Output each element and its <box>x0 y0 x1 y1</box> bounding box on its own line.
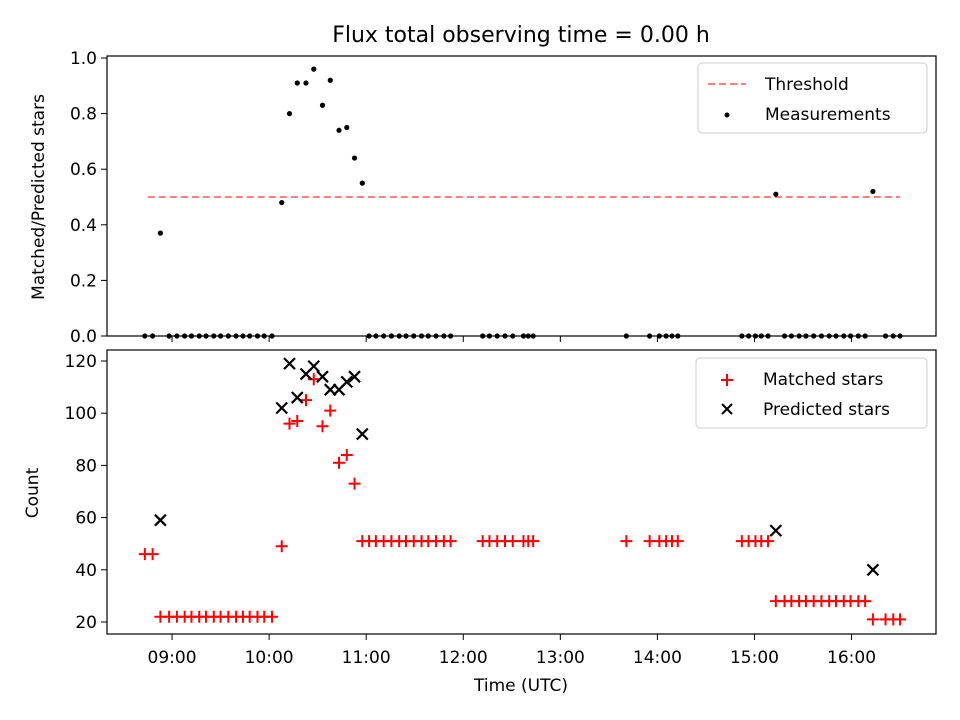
matched-star-point <box>506 535 519 548</box>
matched-star-point <box>348 477 361 490</box>
bottom-y-tick-label: 60 <box>75 509 97 529</box>
x-tick-label: 16:00 <box>827 648 876 668</box>
bottom-axes-frame <box>106 349 937 635</box>
bottom-y-axis-label: Count <box>23 467 43 518</box>
matched-star-point <box>266 610 279 623</box>
top-y-tick-label: 1.0 <box>70 49 97 69</box>
measurement-point <box>327 77 333 83</box>
top-legend: Threshold Measurements <box>697 62 928 134</box>
matched-star-point <box>894 613 907 626</box>
matched-star-point <box>146 548 159 561</box>
measurement-point <box>286 111 293 117</box>
matched-star-point <box>444 535 457 548</box>
measurement-point <box>359 180 365 186</box>
matched-star-point <box>859 595 872 608</box>
matched-star-point <box>291 415 304 428</box>
top-axes-frame <box>106 55 937 337</box>
bottom-y-tick-label: 80 <box>75 456 97 476</box>
matched-star-point <box>866 613 879 626</box>
legend-threshold-label: Threshold <box>764 75 849 95</box>
measurement-point <box>303 80 309 86</box>
measurement-point <box>294 80 300 86</box>
predicted-star-point <box>154 513 167 527</box>
legend-matched-label: Matched stars <box>763 370 883 390</box>
matched-star-point <box>307 373 320 386</box>
bottom-legend-box <box>695 357 928 429</box>
measurement-point <box>351 155 358 161</box>
predicted-star-point <box>283 357 296 370</box>
x-tick-label: 10:00 <box>245 648 294 668</box>
chart-title: Flux total observing time = 0.00 h <box>332 23 710 48</box>
matched-star-point <box>333 456 346 469</box>
x-tick-label: 15:00 <box>730 648 779 668</box>
legend-measurements-label: Measurements <box>765 105 891 125</box>
matched-star-point <box>620 535 633 548</box>
x-tick-label: 13:00 <box>536 648 585 668</box>
matched-star-point <box>275 540 288 553</box>
legend-predicted-swatch <box>721 403 733 415</box>
predicted-star-point <box>307 359 321 373</box>
measurement-point <box>344 124 350 131</box>
top-legend-box <box>697 62 928 134</box>
legend-matched-swatch <box>721 374 733 386</box>
top-y-tick-label: 0.6 <box>70 160 97 180</box>
matched-star-point <box>340 448 353 461</box>
x-tick-label: 14:00 <box>633 648 682 668</box>
measurement-point <box>336 127 342 133</box>
top-y-tick-label: 0.8 <box>70 105 97 125</box>
legend-measurements-swatch <box>724 112 730 118</box>
measurement-point <box>311 66 317 72</box>
measurement-point <box>319 102 326 108</box>
top-y-tick-label: 0.2 <box>70 271 97 291</box>
top-y-axis-label: Matched/Predicted stars <box>29 94 49 300</box>
matched-star-point <box>527 535 540 548</box>
predicted-star-point <box>348 370 361 383</box>
x-axis-label: Time (UTC) <box>473 676 568 696</box>
measurement-point <box>279 199 285 206</box>
predicted-star-point <box>316 370 329 383</box>
bottom-y-tick-label: 40 <box>75 561 97 581</box>
matched-star-point <box>283 417 296 430</box>
predicted-star-point <box>290 391 304 404</box>
bottom-plot-area: 20 40 60 80 100 120 09:00 10:00 11:00 12:00 13:00 1… <box>65 352 907 668</box>
predicted-star-point <box>866 563 880 577</box>
x-tick-label: 12:00 <box>439 648 488 668</box>
matched-star-point <box>316 420 329 433</box>
bottom-legend: Matched stars Predicted stars <box>695 357 928 429</box>
top-y-tick-label: 0.4 <box>70 216 97 236</box>
matched-star-point <box>671 535 684 548</box>
bottom-y-tick-label: 120 <box>65 352 97 372</box>
measurement-point <box>157 230 163 236</box>
measurement-point <box>870 188 876 195</box>
bottom-y-tick-label: 100 <box>65 404 97 424</box>
matched-star-point <box>762 535 775 548</box>
matched-star-point <box>324 404 337 417</box>
predicted-star-point <box>275 401 289 415</box>
matched-star-point <box>299 394 312 407</box>
predicted-star-point <box>356 427 369 441</box>
predicted-star-point <box>340 375 354 389</box>
predicted-star-point <box>769 524 783 537</box>
measurement-point <box>773 191 779 197</box>
x-tick-label: 09:00 <box>148 648 197 668</box>
top-y-tick-label: 0.0 <box>70 327 97 347</box>
bottom-y-tick-label: 20 <box>75 613 97 633</box>
legend-predicted-label: Predicted stars <box>763 400 890 420</box>
x-tick-label: 11:00 <box>342 648 391 668</box>
